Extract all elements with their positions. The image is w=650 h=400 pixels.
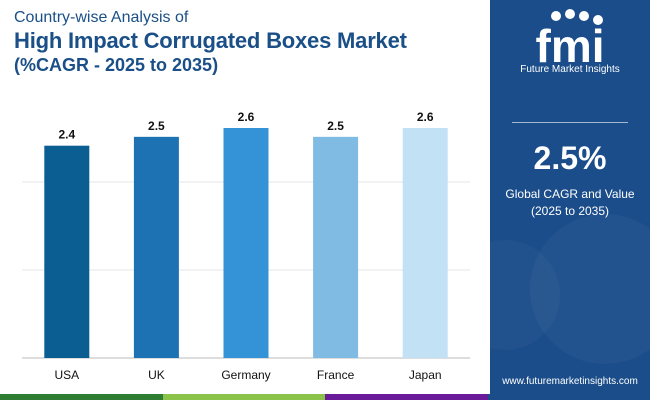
logo-letters: fmi [536, 20, 605, 72]
footer-color-strip [0, 394, 650, 400]
logo-dot-icon [593, 15, 603, 25]
bar-usa [44, 145, 90, 358]
logo-dot-icon [565, 9, 575, 19]
website-link[interactable]: www.futuremarketinsights.com [502, 376, 638, 387]
chart-title: Country-wise Analysis of High Impact Cor… [14, 8, 407, 76]
title-line-1: Country-wise Analysis of [14, 9, 189, 26]
footer-strip-segment [0, 394, 163, 400]
caption-line-2: (2025 to 2035) [530, 204, 610, 218]
chart-panel: Country-wise Analysis of High Impact Cor… [14, 8, 470, 382]
bar-germany [223, 128, 269, 358]
x-tick-label: France [317, 368, 355, 382]
data-label: 2.4 [58, 128, 75, 142]
decorative-circle [530, 214, 650, 364]
x-tick-label: UK [148, 368, 165, 382]
global-cagr-value: 2.5% [533, 140, 607, 176]
global-cagr-caption: Global CAGR and Value (2025 to 2035) [490, 186, 650, 220]
logo-text: Future Market Insights [520, 64, 620, 75]
x-tick-label: USA [54, 368, 79, 382]
data-label: 2.5 [327, 119, 344, 133]
data-label: 2.5 [148, 119, 165, 133]
bar-uk [133, 136, 179, 358]
bar-chart: 2.4 USA 2.5 UK 2.6 Germany 2.5 France 2.6 Japan [22, 110, 470, 382]
logo-dot-icon [579, 11, 589, 21]
summary-sidebar: fmi Future Market Insights 2.5% Global C… [490, 0, 650, 394]
x-tick-label: Japan [409, 368, 442, 382]
logo-dot-icon [551, 11, 561, 21]
data-label: 2.6 [238, 110, 255, 124]
footer-strip-segment [325, 394, 488, 400]
bar-japan [402, 128, 448, 358]
bar-france [313, 136, 359, 358]
caption-line-1: Global CAGR and Value [505, 187, 635, 201]
footer-strip-segment [162, 394, 325, 400]
title-line-2: High Impact Corrugated Boxes Market [14, 28, 407, 53]
x-tick-label: Germany [221, 368, 270, 382]
divider [512, 122, 628, 123]
fmi-logo: fmi [536, 9, 605, 72]
title-line-3: (%CAGR - 2025 to 2035) [14, 55, 219, 75]
footer-strip-segment [487, 394, 650, 400]
data-label: 2.6 [417, 110, 434, 124]
